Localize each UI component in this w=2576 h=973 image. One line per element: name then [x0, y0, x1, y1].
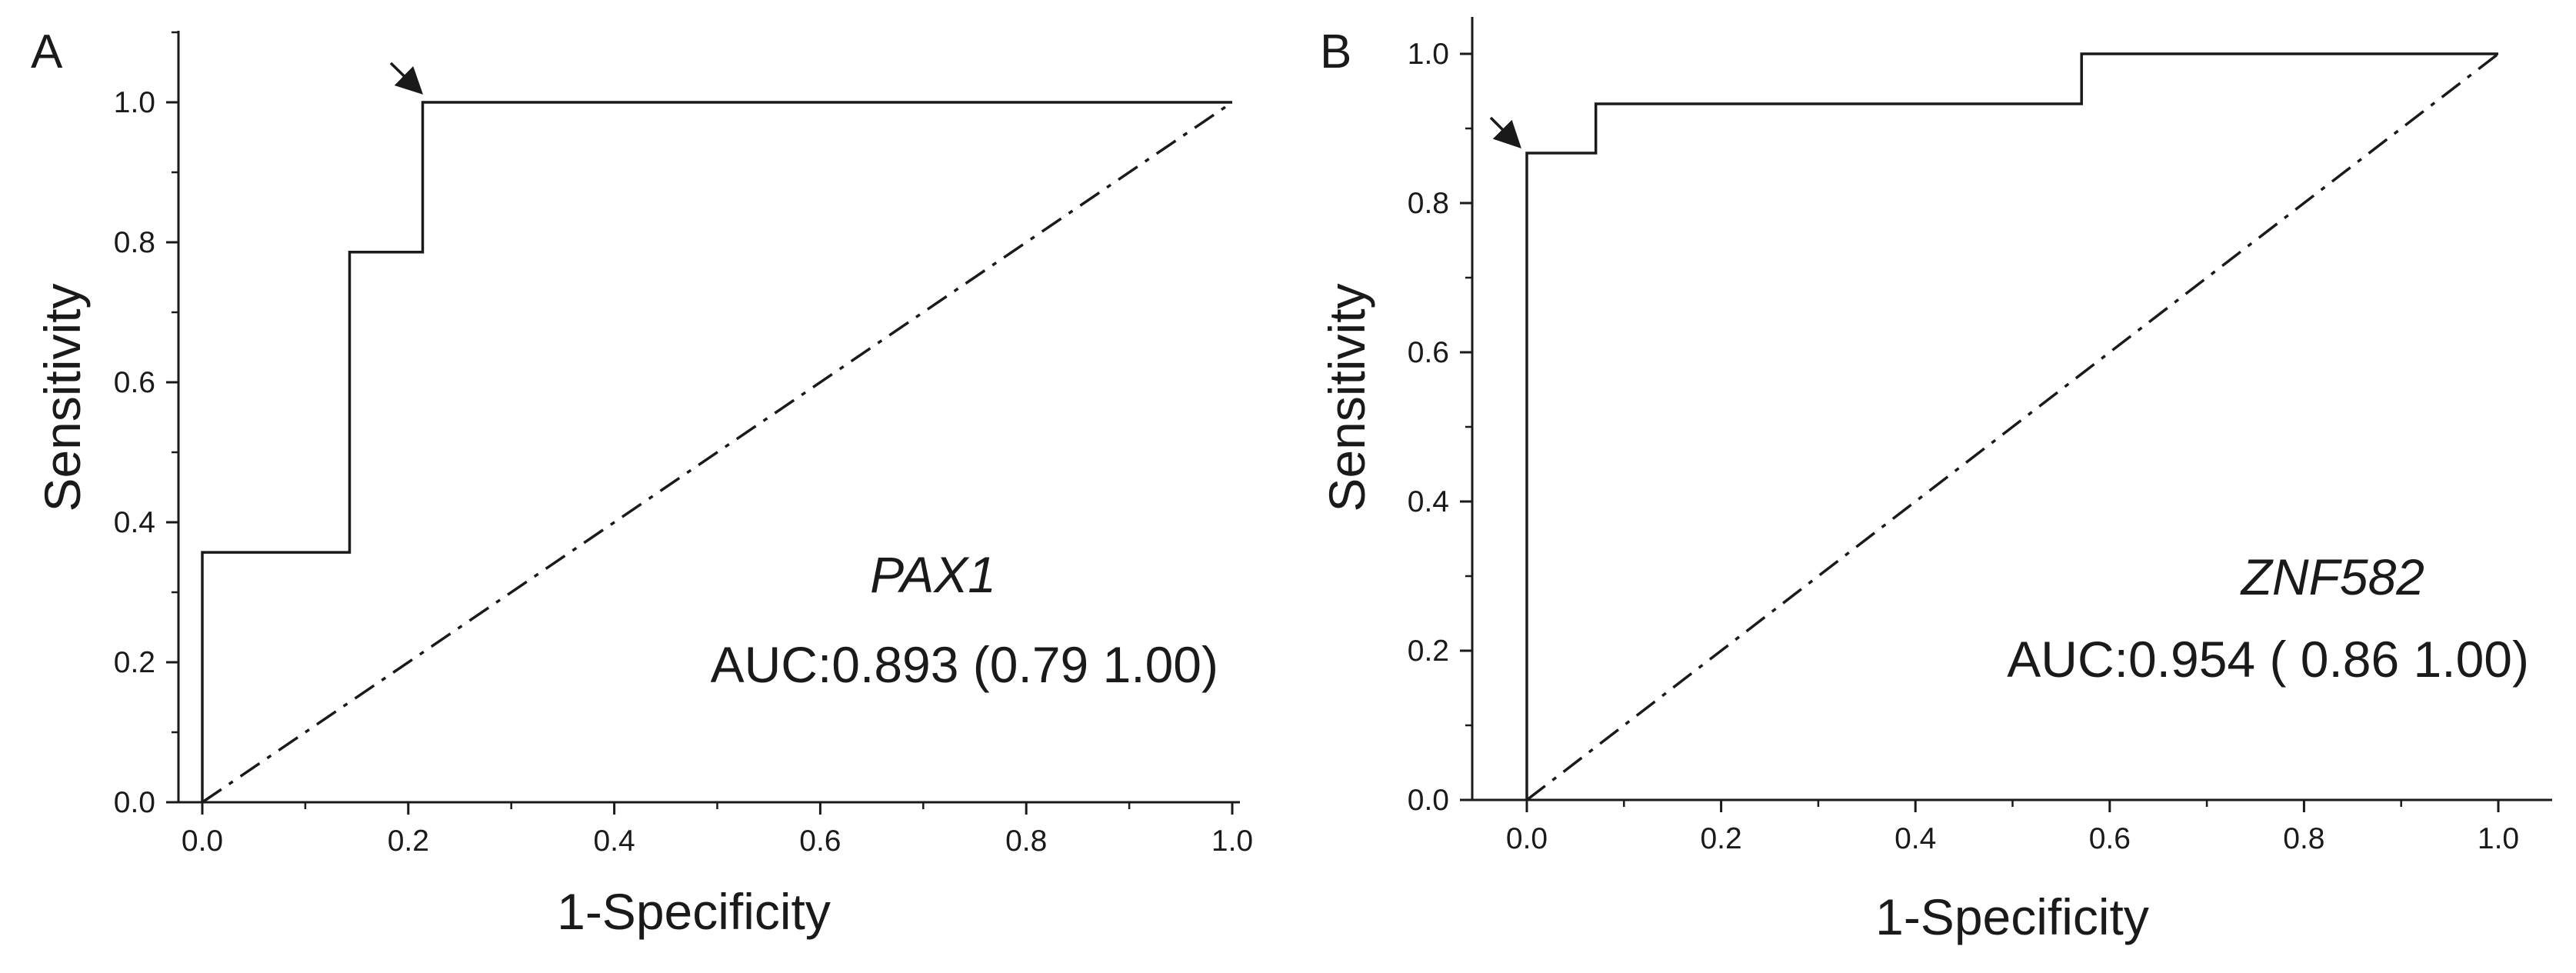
x-axis-title: 1-Specificity [1875, 888, 2149, 945]
gene-label: PAX1 [870, 546, 996, 603]
x-tick-label: 1.0 [1211, 825, 1253, 858]
y-tick-label: 0.6 [1408, 336, 1449, 369]
x-tick-label: 0.4 [1895, 822, 1936, 855]
y-tick-label: 0.8 [1408, 187, 1449, 220]
auc-annotation: AUC:0.954 ( 0.86 1.00) [2007, 631, 2529, 688]
y-tick-label: 0.4 [114, 506, 155, 539]
reference-diagonal-line [202, 101, 1233, 804]
y-tick-label: 0.8 [114, 226, 155, 259]
panel-letter: B [1320, 25, 1351, 78]
y-tick-label: 1.0 [114, 86, 155, 119]
y-tick-label: 0.2 [114, 646, 155, 679]
cutoff-arrow [1489, 116, 1521, 148]
y-tick-label: 0.6 [114, 366, 155, 399]
x-tick-label: 0.8 [2283, 822, 2324, 855]
reference-diagonal-line [1525, 52, 2500, 801]
x-tick-label: 0.8 [1005, 825, 1047, 858]
auc-annotation: AUC:0.893 (0.79 1.00) [711, 636, 1218, 693]
y-tick-label: 0.0 [114, 786, 155, 819]
cutoff-arrow [389, 62, 424, 95]
y-tick-label: 0.4 [1408, 485, 1449, 518]
panel-a: A 0.0 0.2 0.4 0.6 0.8 1.0 0.0 0.2 0.4 0.6 0.8 1.0 1-S… [31, 25, 1253, 940]
panel-letter: A [31, 25, 63, 78]
x-tick-label: 0.4 [593, 825, 635, 858]
gene-label: ZNF582 [2240, 548, 2424, 605]
y-tick-label: 0.2 [1408, 635, 1449, 668]
y-axis-title: Sensitivity [34, 283, 91, 511]
x-tick-label: 0.6 [2089, 822, 2131, 855]
roc-curve-line [1525, 52, 2498, 800]
x-axis-title: 1-Specificity [557, 883, 831, 940]
x-tick-label: 0.6 [799, 825, 841, 858]
x-tick-label: 1.0 [2478, 822, 2519, 855]
y-axis-title: Sensitivity [1318, 283, 1375, 511]
panel-b: B 0.0 0.2 0.4 0.6 0.8 1.0 0.0 0.2 0.4 0.6 0.8 1.0 1-S… [1318, 17, 2552, 945]
x-tick-label: 0.2 [1700, 822, 1741, 855]
y-tick-label: 0.0 [1408, 784, 1449, 817]
x-tick-label: 0.0 [182, 825, 223, 858]
roc-curve-line [201, 101, 1232, 802]
x-tick-label: 0.0 [1506, 822, 1548, 855]
x-tick-label: 0.2 [388, 825, 429, 858]
y-tick-label: 1.0 [1408, 38, 1449, 71]
